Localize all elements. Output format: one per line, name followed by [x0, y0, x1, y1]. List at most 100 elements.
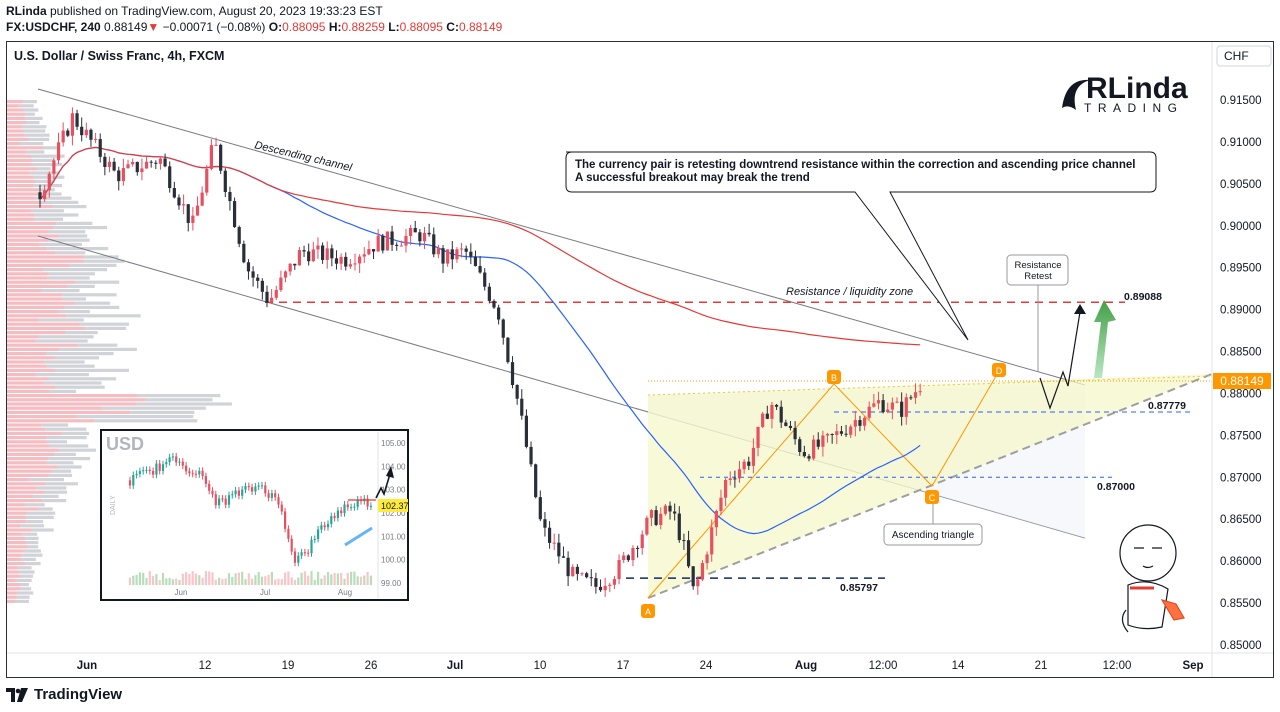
profile-bar-up: [7, 158, 33, 162]
profile-bar-down: [25, 112, 35, 116]
profile-bar-down: [65, 331, 98, 335]
inset-volume: [211, 572, 214, 585]
profile-bar-down: [28, 478, 64, 482]
inset-volume: [148, 571, 151, 585]
candle-body: [761, 413, 765, 427]
candle-body: [696, 579, 700, 587]
profile-bar-down: [39, 188, 55, 192]
profile-bar-up: [7, 318, 39, 322]
profile-bar-down: [14, 599, 29, 603]
profile-bar-up: [7, 221, 57, 225]
breakout-arrow-icon: [1094, 300, 1116, 378]
inset-body: [155, 463, 158, 475]
inset-body: [297, 555, 300, 563]
retest-label-2: Retest: [1024, 271, 1052, 282]
inset-volume: [251, 578, 254, 585]
inset-body: [267, 493, 270, 498]
profile-bar-up: [7, 570, 20, 574]
candle-body: [455, 249, 459, 260]
inset-volume: [181, 573, 184, 585]
profile-bar-up: [7, 360, 44, 364]
candle-body: [552, 542, 556, 544]
profile-bar-down: [48, 377, 117, 381]
inset-body: [148, 469, 151, 471]
candle-body: [612, 579, 617, 585]
inset-body: [171, 456, 174, 458]
profile-bar-down: [26, 511, 56, 515]
profile-bar-down: [23, 100, 37, 104]
profile-bar-down: [41, 200, 79, 204]
profile-bar-up: [7, 188, 40, 192]
profile-bar-down: [46, 436, 87, 440]
profile-bar-up: [7, 595, 17, 599]
inset-volume: [138, 572, 141, 585]
profile-bar-down: [67, 284, 95, 288]
inset-body: [257, 485, 260, 487]
inset-volume: [366, 571, 369, 585]
inset-y-tick: 103.00: [381, 486, 406, 495]
inset-volume: [128, 577, 132, 585]
tradingview-footer[interactable]: TradingView: [6, 686, 122, 703]
inset-label: DAILY: [110, 495, 117, 515]
profile-bar-up: [7, 507, 39, 511]
inset-body: [264, 485, 267, 494]
candle-body: [358, 256, 362, 264]
inset-body: [303, 552, 306, 554]
candle-body: [821, 435, 825, 447]
candle-body: [510, 362, 515, 386]
inset-volume: [152, 575, 155, 585]
candle-body: [334, 258, 339, 264]
inset-body: [287, 528, 290, 539]
candle-body: [492, 300, 496, 308]
inset-body: [152, 470, 155, 475]
point-c: C: [925, 490, 939, 504]
profile-bar-up: [7, 238, 49, 242]
candle-body: [677, 513, 681, 541]
profile-bar-up: [7, 377, 49, 381]
svg-text:B: B: [831, 373, 837, 383]
profile-bar-up: [7, 490, 45, 494]
candle-body: [325, 248, 329, 260]
profile-bar-down: [15, 578, 32, 582]
y-tick: 0.88000: [1220, 388, 1262, 400]
profile-bar-down: [23, 108, 39, 112]
channel-label: Descending channel: [253, 139, 353, 174]
inset-volume: [135, 574, 138, 585]
inset-body: [340, 510, 343, 514]
candle-body: [858, 420, 862, 426]
inset-volume: [270, 571, 273, 585]
profile-bar-up: [7, 482, 46, 486]
profile-bar-up: [7, 163, 32, 167]
inset-title: USD: [106, 434, 144, 454]
candle-body: [223, 170, 227, 193]
mascot-icon: [1119, 524, 1185, 633]
candle-body: [367, 249, 371, 255]
profile-bar-up: [7, 150, 26, 154]
candle-body: [691, 566, 695, 587]
inset-body: [277, 497, 280, 505]
inset-body: [350, 507, 353, 509]
profile-bar-down: [44, 490, 68, 494]
candle-body: [640, 534, 644, 549]
level-label-support: 0.85797: [840, 582, 878, 594]
triangle-top: [647, 375, 1213, 396]
projection-arrow-icon: [1074, 304, 1086, 314]
candle-body: [348, 264, 352, 267]
profile-bar-up: [7, 494, 34, 498]
profile-bar-up: [7, 368, 56, 372]
profile-bar-up: [7, 121, 28, 125]
inset-body: [290, 538, 293, 552]
candle-body: [793, 427, 797, 440]
inset-volume: [171, 579, 174, 585]
profile-bar-up: [7, 293, 63, 297]
candle-body: [788, 425, 793, 428]
profile-bar-up: [7, 175, 34, 179]
profile-bar-up: [7, 335, 39, 339]
inset-volume: [264, 576, 267, 585]
candle-body: [501, 319, 505, 338]
currency-button[interactable]: [1216, 45, 1272, 67]
profile-bar-up: [7, 410, 131, 414]
candle-body: [862, 417, 867, 426]
last-price-tag-label: 0.88149: [1220, 374, 1264, 388]
